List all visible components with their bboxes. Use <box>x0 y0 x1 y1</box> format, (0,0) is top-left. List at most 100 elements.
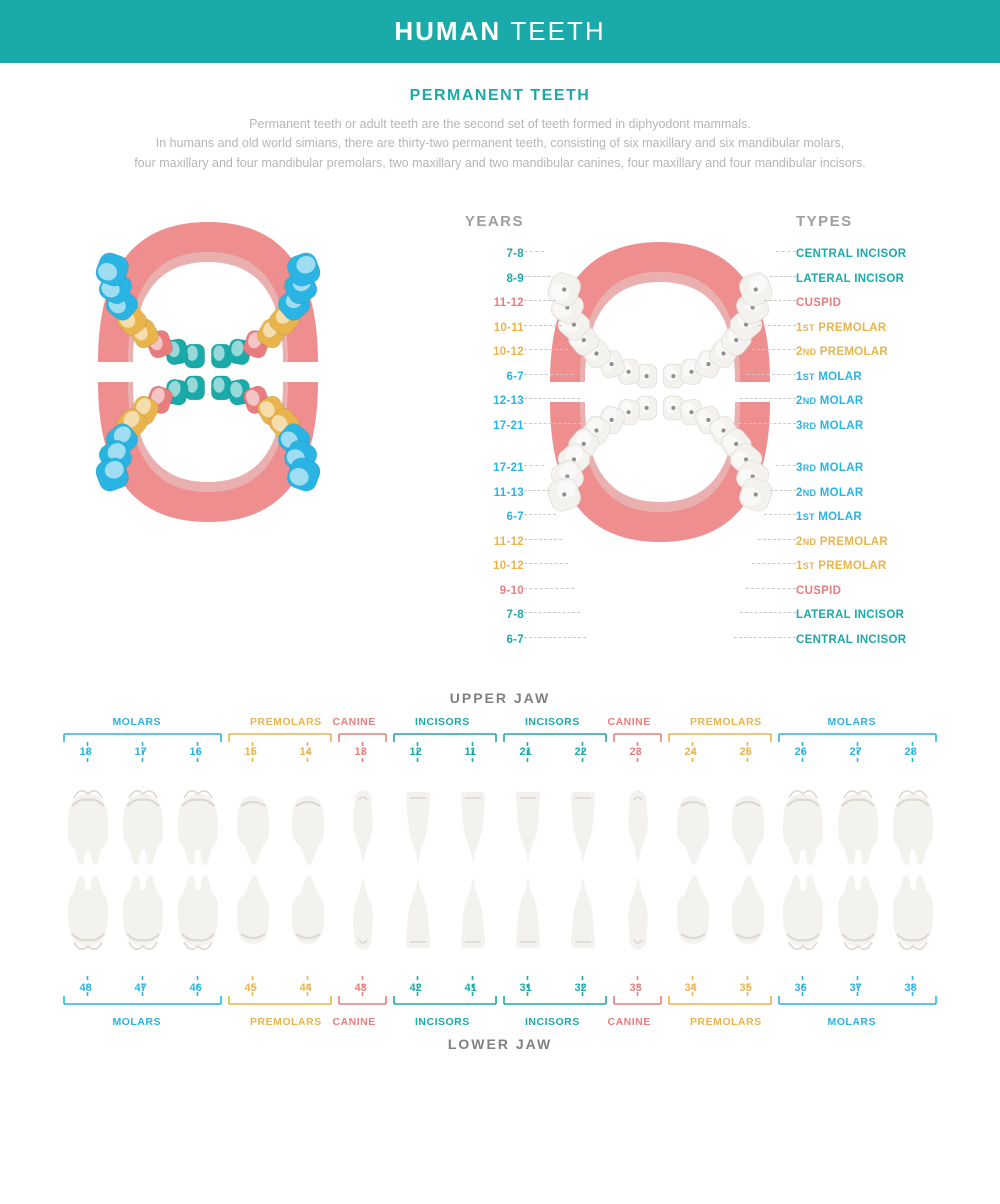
group-label: INCISORS <box>525 1016 580 1028</box>
group-label: PREMOLARS <box>690 716 762 728</box>
tooth-incisor <box>557 874 609 964</box>
jaw-chart: UPPER JAW 181716151413121121222324252627… <box>0 662 1000 1088</box>
tooth-incisor <box>447 874 499 964</box>
tooth-molar <box>172 874 224 964</box>
years-row: 12-13 <box>398 389 530 414</box>
years-heading: YEARS <box>398 213 530 230</box>
years-row: 9-10 <box>398 579 530 604</box>
tooth-canine <box>337 776 389 866</box>
years-row: 11-12 <box>398 291 530 316</box>
years-row: 17-21 <box>398 456 530 481</box>
years-row: 10-12 <box>398 554 530 579</box>
types-row: 3RD MOLAR <box>790 456 922 481</box>
tooth-molar <box>887 874 939 964</box>
lower-jaw-title: LOWER JAW <box>40 1036 960 1052</box>
tooth-premolar <box>227 776 279 866</box>
group-label: MOLARS <box>113 1016 162 1028</box>
types-column: TYPES CENTRAL INCISORLATERAL INCISORCUSP… <box>790 207 922 652</box>
page-header: HUMAN TEETH <box>0 0 1000 63</box>
intro-section: PERMANENT TEETH Permanent teeth or adult… <box>0 63 1000 181</box>
tooth-molar <box>832 776 884 866</box>
tooth-canine <box>612 874 664 964</box>
years-row: 6-7 <box>398 505 530 530</box>
group-label: MOLARS <box>828 716 877 728</box>
tooth-molar <box>117 874 169 964</box>
types-row: CUSPID <box>790 291 922 316</box>
years-row: 7-8 <box>398 242 530 267</box>
tooth-canine <box>337 874 389 964</box>
group-label: PREMOLARS <box>690 1016 762 1028</box>
types-row: 3RD MOLAR <box>790 414 922 439</box>
types-row: 2ND PREMOLAR <box>790 530 922 555</box>
arch-diagrams: YEARS 7-88-911-1210-1110-126-712-1317-21… <box>0 181 1000 662</box>
types-row: LATERAL INCISOR <box>790 267 922 292</box>
years-row: 11-13 <box>398 481 530 506</box>
colored-arch <box>78 207 338 537</box>
group-label: CANINE <box>608 1016 651 1028</box>
group-label: PREMOLARS <box>250 716 322 728</box>
tooth-molar <box>777 776 829 866</box>
tooth-premolar <box>667 776 719 866</box>
types-row: 2ND MOLAR <box>790 481 922 506</box>
tooth-premolar <box>282 776 334 866</box>
tooth-incisor <box>557 776 609 866</box>
types-row: 1ST MOLAR <box>790 365 922 390</box>
group-label: INCISORS <box>525 716 580 728</box>
types-row: CUSPID <box>790 579 922 604</box>
tooth-incisor <box>392 874 444 964</box>
tooth-molar <box>62 776 114 866</box>
lower-brackets: 48474645444342413132333435363738MOLARSPR… <box>40 968 960 1028</box>
types-row: 1ST PREMOLAR <box>790 554 922 579</box>
tooth-molar <box>887 776 939 866</box>
tooth-incisor <box>392 776 444 866</box>
tooth-molar <box>117 776 169 866</box>
tooth-incisor <box>447 776 499 866</box>
tooth-molar <box>172 776 224 866</box>
years-row: 6-7 <box>398 365 530 390</box>
labelled-arch-block: YEARS 7-88-911-1210-1110-126-712-1317-21… <box>398 207 922 652</box>
tooth-canine <box>612 776 664 866</box>
upper-jaw-title: UPPER JAW <box>40 690 960 706</box>
tooth-molar <box>777 874 829 964</box>
tooth-premolar <box>227 874 279 964</box>
types-row: 1ST PREMOLAR <box>790 316 922 341</box>
group-label: CANINE <box>333 716 376 728</box>
types-row: CENTRAL INCISOR <box>790 628 922 653</box>
years-column: YEARS 7-88-911-1210-1110-126-712-1317-21… <box>398 207 530 652</box>
labelled-arch-svg <box>530 227 790 557</box>
years-row: 10-12 <box>398 340 530 365</box>
tooth-premolar <box>667 874 719 964</box>
types-heading: TYPES <box>790 213 922 230</box>
tooth-premolar <box>722 776 774 866</box>
types-row: 2ND MOLAR <box>790 389 922 414</box>
lower-teeth-row <box>40 870 960 968</box>
group-label: CANINE <box>333 1016 376 1028</box>
years-row: 10-11 <box>398 316 530 341</box>
types-row: 2ND PREMOLAR <box>790 340 922 365</box>
upper-brackets: 18171615141312112122232425262728MOLARSPR… <box>40 712 960 772</box>
labelled-arch <box>530 207 790 562</box>
header-thin: TEETH <box>510 16 605 46</box>
group-label: INCISORS <box>415 1016 470 1028</box>
tooth-molar <box>832 874 884 964</box>
types-row: CENTRAL INCISOR <box>790 242 922 267</box>
types-row: LATERAL INCISOR <box>790 603 922 628</box>
years-row: 17-21 <box>398 414 530 439</box>
group-label: MOLARS <box>113 716 162 728</box>
tooth-incisor <box>502 776 554 866</box>
group-label: CANINE <box>608 716 651 728</box>
group-label: MOLARS <box>828 1016 877 1028</box>
tooth-premolar <box>282 874 334 964</box>
upper-teeth-row <box>40 772 960 870</box>
tooth-molar <box>62 874 114 964</box>
header-bold: HUMAN <box>394 16 501 46</box>
years-row: 11-12 <box>398 530 530 555</box>
tooth-incisor <box>502 874 554 964</box>
colored-arch-svg <box>78 207 338 537</box>
intro-title: PERMANENT TEETH <box>60 87 940 105</box>
group-label: PREMOLARS <box>250 1016 322 1028</box>
group-label: INCISORS <box>415 716 470 728</box>
years-row: 8-9 <box>398 267 530 292</box>
types-row: 1ST MOLAR <box>790 505 922 530</box>
tooth-premolar <box>722 874 774 964</box>
